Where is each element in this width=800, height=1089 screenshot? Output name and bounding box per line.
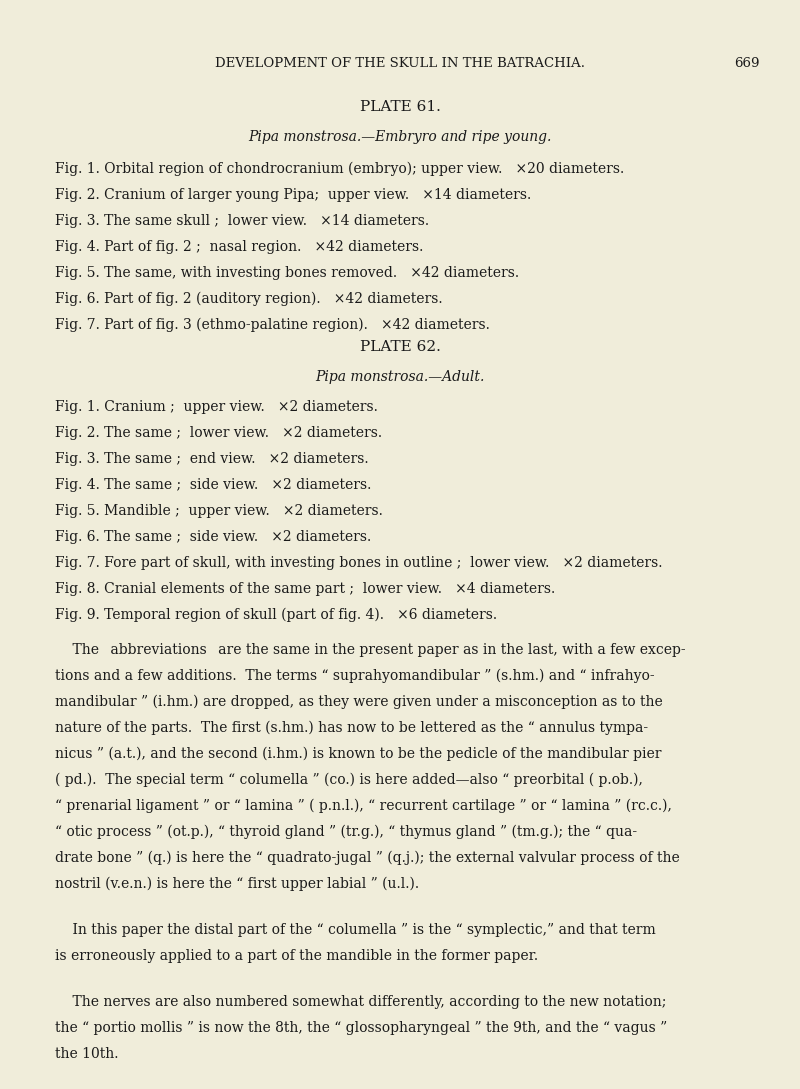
Text: Pipa monstrosa.—Adult.: Pipa monstrosa.—Adult. [315, 370, 485, 384]
Text: DEVELOPMENT OF THE SKULL IN THE BATRACHIA.: DEVELOPMENT OF THE SKULL IN THE BATRACHI… [215, 57, 585, 70]
Text: the 10th.: the 10th. [55, 1047, 118, 1061]
Text: Fig. 1. Cranium ;  upper view.   ×2 diameters.: Fig. 1. Cranium ; upper view. ×2 diamete… [55, 400, 378, 414]
Text: Fig. 5. The same, with investing bones removed.   ×42 diameters.: Fig. 5. The same, with investing bones r… [55, 266, 519, 280]
Text: The nerves are also numbered somewhat differently, according to the new notation: The nerves are also numbered somewhat di… [55, 995, 666, 1010]
Text: Pipa monstrosa.—Embryro and ripe young.: Pipa monstrosa.—Embryro and ripe young. [248, 130, 552, 144]
Text: Fig. 6. The same ;  side view.   ×2 diameters.: Fig. 6. The same ; side view. ×2 diamete… [55, 530, 371, 544]
Text: Fig. 7. Fore part of skull, with investing bones in outline ;  lower view.   ×2 : Fig. 7. Fore part of skull, with investi… [55, 556, 662, 570]
Text: the “ portio mollis ” is now the 8th, the “ glossopharyngeal ” the 9th, and the : the “ portio mollis ” is now the 8th, th… [55, 1021, 667, 1035]
Text: Fig. 4. Part of fig. 2 ;  nasal region.   ×42 diameters.: Fig. 4. Part of fig. 2 ; nasal region. ×… [55, 240, 423, 254]
Text: is erroneously applied to a part of the mandible in the former paper.: is erroneously applied to a part of the … [55, 949, 538, 963]
Text: drate bone ” (q.) is here the “ quadrato-jugal ” (q.j.); the external valvular p: drate bone ” (q.) is here the “ quadrato… [55, 851, 680, 866]
Text: nostril (v.e.n.) is here the “ first upper labial ” (u.l.).: nostril (v.e.n.) is here the “ first upp… [55, 877, 419, 892]
Text: Fig. 4. The same ;  side view.   ×2 diameters.: Fig. 4. The same ; side view. ×2 diamete… [55, 478, 371, 492]
Text: Fig. 5. Mandible ;  upper view.   ×2 diameters.: Fig. 5. Mandible ; upper view. ×2 diamet… [55, 504, 383, 518]
Text: mandibular ” (i.hm.) are dropped, as they were given under a misconception as to: mandibular ” (i.hm.) are dropped, as the… [55, 695, 662, 709]
Text: Fig. 6. Part of fig. 2 (auditory region).   ×42 diameters.: Fig. 6. Part of fig. 2 (auditory region)… [55, 292, 442, 306]
Text: nicus ” (a.t.), and the second (i.hm.) is known to be the pedicle of the mandibu: nicus ” (a.t.), and the second (i.hm.) i… [55, 747, 662, 761]
Text: Fig. 2. Cranium of larger young Pipa;  upper view.   ×14 diameters.: Fig. 2. Cranium of larger young Pipa; up… [55, 188, 531, 201]
Text: “ prenarial ligament ” or “ lamina ” ( p.n.l.), “ recurrent cartilage ” or “ lam: “ prenarial ligament ” or “ lamina ” ( p… [55, 799, 672, 813]
Text: Fig. 1. Orbital region of chondrocranium (embryo); upper view.   ×20 diameters.: Fig. 1. Orbital region of chondrocranium… [55, 162, 624, 176]
Text: Fig. 2. The same ;  lower view.   ×2 diameters.: Fig. 2. The same ; lower view. ×2 diamet… [55, 426, 382, 440]
Text: nature of the parts.  The first (s.hm.) has now to be lettered as the “ annulus : nature of the parts. The first (s.hm.) h… [55, 721, 648, 735]
Text: Fig. 7. Part of fig. 3 (ethmo-palatine region).   ×42 diameters.: Fig. 7. Part of fig. 3 (ethmo-palatine r… [55, 318, 490, 332]
Text: “ otic process ” (ot.p.), “ thyroid gland ” (tr.g.), “ thymus gland ” (tm.g.); t: “ otic process ” (ot.p.), “ thyroid glan… [55, 825, 637, 840]
Text: 669: 669 [734, 57, 760, 70]
Text: ( pd.).  The special term “ columella ” (co.) is here added—also “ preorbital ( : ( pd.). The special term “ columella ” (… [55, 773, 643, 787]
Text: PLATE 62.: PLATE 62. [359, 340, 441, 354]
Text: Fig. 3. The same skull ;  lower view.   ×14 diameters.: Fig. 3. The same skull ; lower view. ×14… [55, 215, 429, 228]
Text: Fig. 8. Cranial elements of the same part ;  lower view.   ×4 diameters.: Fig. 8. Cranial elements of the same par… [55, 582, 555, 596]
Text: Fig. 3. The same ;  end view.   ×2 diameters.: Fig. 3. The same ; end view. ×2 diameter… [55, 452, 369, 466]
Text: PLATE 61.: PLATE 61. [359, 100, 441, 114]
Text: tions and a few additions.  The terms “ suprahyomandibular ” (s.hm.) and “ infra: tions and a few additions. The terms “ s… [55, 669, 654, 684]
Text: The  abbreviations  are the same in the present paper as in the last, with a few: The abbreviations are the same in the pr… [55, 643, 686, 657]
Text: Fig. 9. Temporal region of skull (part of fig. 4).   ×6 diameters.: Fig. 9. Temporal region of skull (part o… [55, 608, 497, 623]
Text: In this paper the distal part of the “ columella ” is the “ symplectic,” and tha: In this paper the distal part of the “ c… [55, 923, 656, 937]
